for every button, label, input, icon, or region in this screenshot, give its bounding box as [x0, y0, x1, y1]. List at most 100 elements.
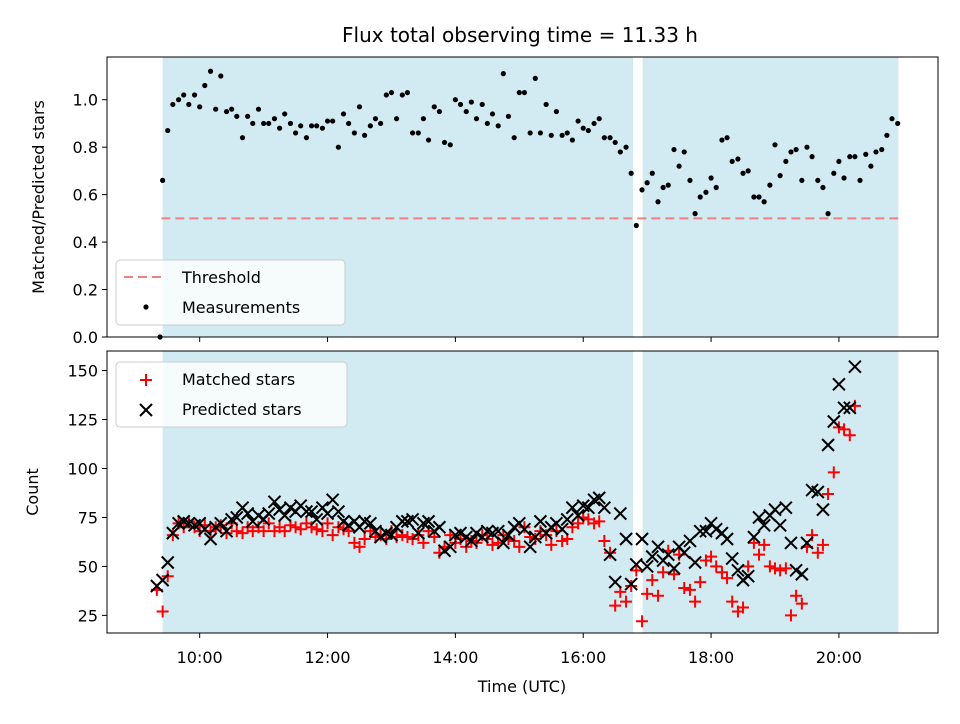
measurement-point — [532, 75, 538, 81]
predicted-star-point — [373, 530, 388, 544]
predicted-star-point — [166, 526, 180, 540]
measurement-point — [197, 104, 203, 110]
measurement-point — [170, 101, 176, 108]
measurement-point — [335, 144, 342, 150]
matched-star-point — [310, 523, 323, 536]
matched-star-point — [556, 534, 569, 547]
matched-star-point — [843, 429, 856, 442]
matched-star-point — [795, 597, 808, 610]
predicted-star-point — [693, 524, 707, 538]
predicted-star-point — [800, 536, 814, 550]
legend-measurements-swatch — [143, 304, 149, 310]
y-tick-label: 75 — [78, 508, 98, 527]
predicted-star-point — [757, 518, 771, 532]
measurement-point — [804, 144, 810, 150]
x-tick-label: 20:00 — [816, 648, 862, 667]
measurement-point — [719, 137, 725, 143]
matched-star-point — [401, 531, 414, 544]
predicted-star-point — [240, 506, 255, 521]
predicted-star-point — [720, 532, 734, 546]
measurement-point — [463, 108, 469, 115]
matched-star-point — [827, 466, 840, 479]
measurement-point — [809, 154, 815, 160]
predicted-star-point — [837, 401, 851, 415]
measurement-point — [831, 170, 837, 176]
predicted-star-point — [709, 522, 723, 536]
measurement-point — [340, 111, 347, 117]
matched-star-point — [609, 599, 622, 612]
measurement-point — [553, 108, 559, 115]
predicted-star-point — [811, 485, 825, 499]
measurement-point — [889, 116, 895, 122]
measurement-point — [473, 116, 480, 122]
measurement-point — [308, 123, 315, 129]
y-tick-label: 100 — [67, 460, 98, 479]
predicted-star-point — [491, 524, 505, 538]
measurement-point — [783, 158, 789, 165]
ratio-y-axis-label: Matched/Predicted stars — [29, 100, 48, 294]
measurement-point — [761, 199, 767, 205]
measurement-point — [271, 116, 278, 122]
matched-star-point — [753, 548, 766, 561]
matched-star-point — [742, 560, 755, 573]
measurement-point — [729, 158, 735, 165]
measurement-point — [393, 116, 400, 122]
measurement-point — [218, 73, 224, 79]
matched-star-point — [790, 589, 803, 602]
measurement-point — [703, 189, 709, 195]
y-tick-label: 25 — [78, 606, 98, 625]
predicted-star-point — [432, 520, 447, 534]
predicted-star-point — [533, 514, 548, 529]
measurement-point — [569, 137, 575, 143]
measurement-point — [511, 135, 517, 141]
measurement-point — [420, 116, 427, 122]
measurement-point — [745, 168, 751, 174]
predicted-star-point — [421, 514, 436, 529]
measurement-point — [447, 142, 453, 148]
predicted-star-point — [597, 500, 612, 515]
measurement-point — [740, 170, 746, 176]
predicted-star-point — [624, 577, 638, 591]
count-panel-frame — [106, 350, 939, 634]
measurement-point — [431, 104, 437, 110]
measurement-point — [282, 111, 288, 117]
measurement-point — [756, 194, 762, 200]
x-axis-label: Time (UTC) — [477, 677, 566, 696]
measurement-point — [655, 199, 661, 205]
measurement-point — [751, 194, 757, 200]
matched-star-point — [588, 517, 601, 530]
measurement-point — [559, 132, 565, 138]
measurement-point — [175, 97, 182, 103]
predicted-star-point — [651, 540, 665, 554]
predicted-star-point — [560, 512, 574, 527]
predicted-star-point — [688, 555, 702, 570]
predicted-star-point — [565, 500, 580, 515]
measurement-point — [884, 132, 890, 138]
matched-star-point — [396, 529, 409, 542]
measurement-point — [676, 163, 682, 169]
predicted-star-point — [725, 551, 739, 566]
measurement-point — [367, 123, 373, 129]
predicted-star-point — [555, 522, 569, 536]
ratio-panel-frame — [106, 56, 939, 338]
predicted-star-point — [219, 524, 234, 538]
measurement-point — [607, 135, 613, 141]
predicted-star-point — [731, 563, 745, 578]
y-tick-label: 150 — [67, 362, 98, 381]
measurement-point — [793, 146, 799, 153]
predicted-star-point — [683, 534, 697, 548]
predicted-star-point — [832, 377, 846, 391]
measurement-point — [639, 187, 645, 193]
measurement-point — [873, 149, 879, 155]
ratio-legend-box — [115, 259, 346, 326]
ratio-panel: 0.0 0.2 0.4 0.6 0.8 1.0 Matched/Predicted sta… — [29, 56, 939, 347]
predicted-star-point — [304, 504, 319, 519]
predicted-star-point — [299, 504, 314, 519]
y-tick-label: 0.0 — [73, 328, 98, 347]
measurement-point — [165, 127, 171, 134]
measurement-point — [585, 127, 591, 134]
measurement-point — [735, 156, 741, 162]
measurement-point — [681, 149, 687, 155]
predicted-star-point — [363, 516, 378, 531]
predicted-star-point — [640, 559, 654, 574]
